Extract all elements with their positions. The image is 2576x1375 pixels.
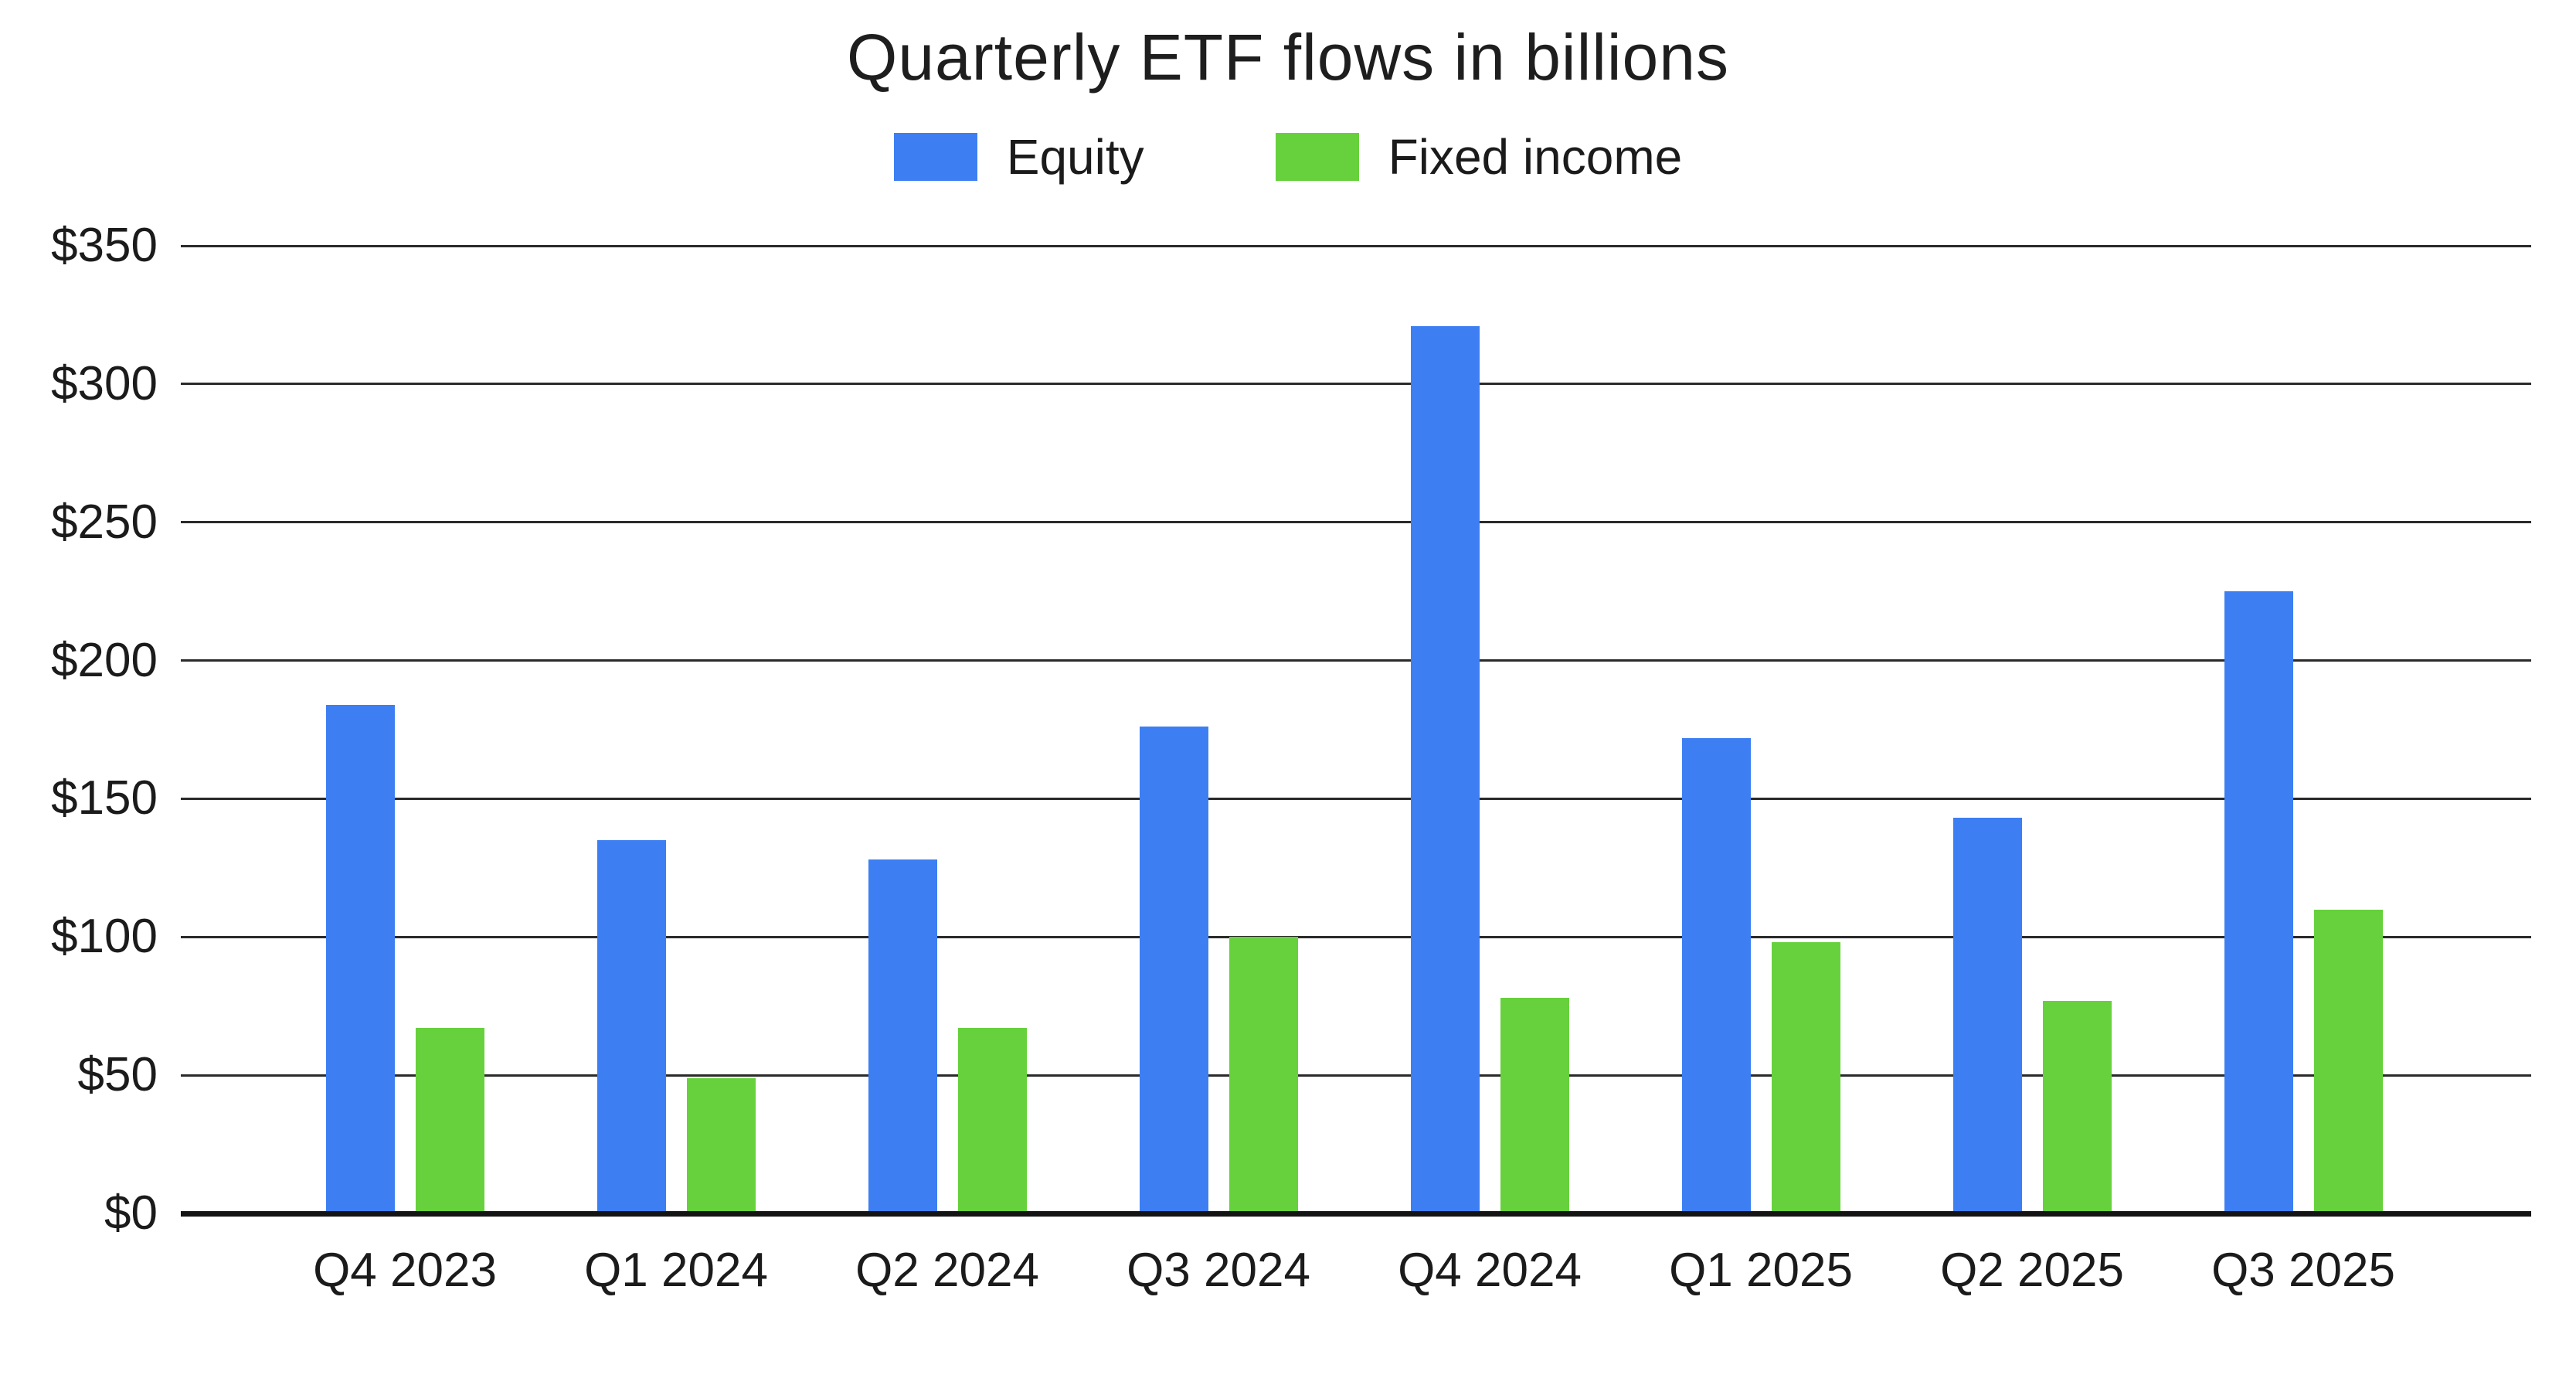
y-axis-tick-label: $100 [51, 910, 158, 964]
equity-bar [1952, 818, 2022, 1213]
fixed-income-bar [1771, 942, 1840, 1213]
legend: Equity Fixed income [0, 128, 2576, 185]
equity-bar [596, 840, 666, 1213]
gridline [181, 659, 2531, 662]
equity-bar [1681, 737, 1751, 1213]
x-axis-label: Q2 2025 [1940, 1244, 2124, 1297]
x-axis-label: Q4 2023 [313, 1244, 497, 1297]
fixed-income-bar [2042, 1000, 2112, 1213]
fixed-income-bar [957, 1028, 1027, 1213]
y-axis-tick-label: $250 [51, 495, 158, 549]
gridline [181, 935, 2531, 938]
fixed-income-bar [686, 1077, 756, 1213]
gridline [181, 1074, 2531, 1077]
legend-item-fixed-income: Fixed income [1275, 128, 1683, 185]
x-axis-label: Q3 2024 [1127, 1244, 1310, 1297]
x-axis-label: Q1 2024 [584, 1244, 768, 1297]
gridline [181, 521, 2531, 524]
fixed-income-bar [1500, 997, 1569, 1213]
x-axis-label: Q2 2024 [855, 1244, 1039, 1297]
equity-bar [2224, 591, 2293, 1213]
equity-bar [1139, 727, 1208, 1213]
y-axis-tick-label: $50 [77, 1048, 158, 1102]
fixed-income-bar [415, 1028, 484, 1213]
y-axis-tick-label: $150 [51, 771, 158, 825]
x-axis-label: Q1 2025 [1669, 1244, 1853, 1297]
legend-item-equity: Equity [893, 128, 1144, 185]
fixed-income-swatch-icon [1275, 133, 1359, 181]
fixed-income-bar [1229, 937, 1298, 1213]
y-axis-tick-label: $0 [104, 1186, 158, 1240]
legend-label-fixed-income: Fixed income [1388, 129, 1683, 185]
gridline [181, 383, 2531, 386]
chart-title: Quarterly ETF flows in billions [847, 21, 1729, 94]
legend-label-equity: Equity [1006, 129, 1144, 185]
y-axis-tick-label: $350 [51, 219, 158, 272]
x-axis-label: Q3 2025 [2211, 1244, 2395, 1297]
equity-swatch-icon [893, 133, 977, 181]
gridline [181, 797, 2531, 800]
gridline [181, 244, 2531, 247]
y-axis-tick-label: $200 [51, 633, 158, 687]
x-axis-label: Q4 2024 [1398, 1244, 1582, 1297]
equity-bar [1410, 325, 1480, 1213]
fixed-income-bar [2313, 909, 2383, 1213]
equity-bar [868, 859, 937, 1213]
y-axis-tick-label: $300 [51, 356, 158, 410]
x-axis-line [181, 1211, 2531, 1217]
equity-bar [325, 704, 395, 1213]
